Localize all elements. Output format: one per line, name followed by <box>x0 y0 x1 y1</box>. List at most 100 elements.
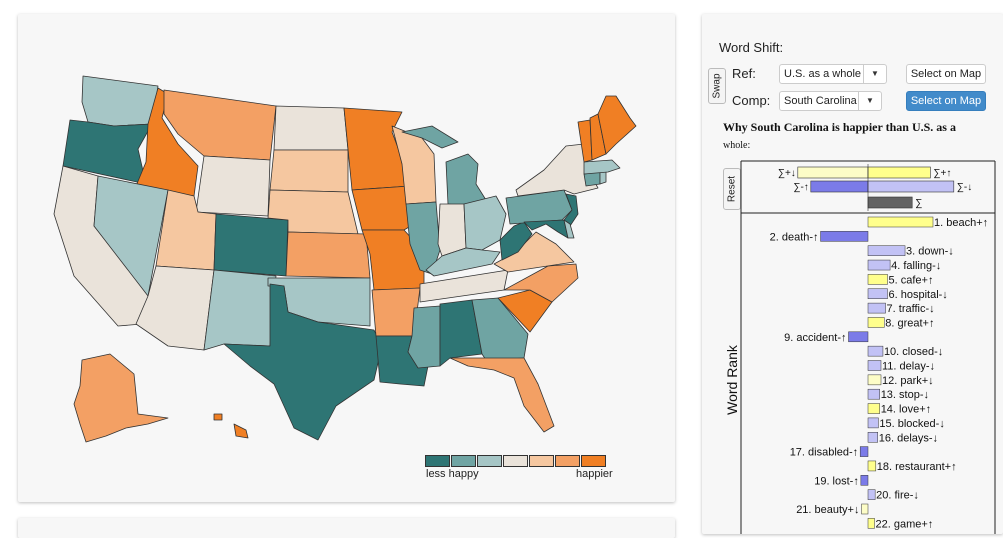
word-bar <box>867 417 879 429</box>
legend-swatch <box>477 455 502 467</box>
state-alaska[interactable] <box>73 353 169 443</box>
state-delaware[interactable] <box>563 219 575 239</box>
ref-label: Ref: <box>732 66 756 81</box>
word-label: 1. beach+↑ <box>934 217 988 229</box>
wordshift-heading: Word Shift: <box>719 40 784 55</box>
word-bar <box>848 331 869 343</box>
word-bars: 1. beach+↑ 2. death-↑ 3. down-↓ 4. falling-… <box>770 216 988 530</box>
comp-select-on-map-button[interactable]: Select on Map <box>906 91 986 111</box>
state-kansas[interactable] <box>285 231 371 279</box>
us-choropleth-map <box>53 75 637 443</box>
word-label: 15. blocked-↓ <box>879 418 944 430</box>
state-ohio[interactable] <box>463 195 507 251</box>
legend-swatch <box>529 455 554 467</box>
word-bar <box>867 518 875 529</box>
state-north-dakota[interactable] <box>273 105 349 151</box>
wordshift-title-cont: whole: <box>723 140 751 151</box>
word-label: 6. hospital-↓ <box>889 289 948 301</box>
word-label: 10. closed-↓ <box>884 346 943 358</box>
state-rhode-island[interactable] <box>599 171 607 185</box>
wordshift-title: Why South Carolina is happier than U.S. … <box>723 120 956 134</box>
word-label: 2. death-↑ <box>770 231 819 243</box>
state-colorado[interactable] <box>213 213 289 277</box>
word-bar <box>867 432 878 443</box>
word-label: 11. delay-↓ <box>882 361 935 373</box>
word-bar <box>867 302 886 314</box>
state-hawaii-small[interactable] <box>213 413 223 421</box>
word-label: 8. great+↑ <box>885 317 934 329</box>
word-bar <box>867 259 891 271</box>
word-bar <box>867 403 880 414</box>
word-bar <box>867 245 906 256</box>
secondary-panel <box>18 518 675 538</box>
legend-swatch <box>451 455 476 467</box>
word-label: 12. park+↓ <box>882 375 934 387</box>
summary-bar-label: ∑-↓ <box>957 182 972 193</box>
word-label: 3. down-↓ <box>906 246 954 258</box>
swap-button[interactable]: Swap <box>708 68 726 104</box>
state-kentucky[interactable] <box>425 247 501 277</box>
state-pennsylvania[interactable] <box>505 189 573 225</box>
state-south-dakota[interactable] <box>269 149 349 193</box>
legend-swatch <box>425 455 450 467</box>
state-west-virginia[interactable] <box>499 221 533 261</box>
word-label: 4. falling-↓ <box>891 260 941 272</box>
legend-swatch <box>503 455 528 467</box>
word-label: 18. restaurant+↑ <box>877 461 957 473</box>
word-bar <box>867 374 882 386</box>
comp-select-value: South Carolina <box>784 95 857 107</box>
state-maine[interactable] <box>597 95 637 155</box>
summary-bar-label: ∑+↓ <box>778 168 796 179</box>
summary-bar <box>810 180 869 193</box>
state-florida[interactable] <box>449 357 555 433</box>
ref-select[interactable]: U.S. as a whole ▼ <box>779 64 887 84</box>
chevron-down-icon: ▼ <box>858 92 881 110</box>
comp-label: Comp: <box>732 93 771 108</box>
word-bar <box>867 360 882 371</box>
summary-bar <box>867 166 931 179</box>
comp-select[interactable]: South Carolina ▼ <box>779 91 882 111</box>
word-label: 13. stop-↓ <box>881 389 929 401</box>
word-label: 14. love+↑ <box>881 404 931 416</box>
wordshift-chart: Word Rank ∑+↓ ∑+↑ ∑-↑ ∑-↓ ∑ 1. beach+↑ 2. dea… <box>724 160 996 534</box>
word-bar <box>867 460 877 472</box>
word-bar <box>867 345 884 357</box>
word-bar <box>867 388 880 400</box>
legend-low-label: less happy <box>426 468 479 480</box>
summary-bar-label: ∑ <box>915 198 922 209</box>
summary-bar <box>867 196 913 209</box>
word-bar <box>861 503 869 515</box>
legend-high-label: happier <box>576 468 613 480</box>
state-new-mexico[interactable] <box>203 269 277 351</box>
word-label: 5. cafe+↑ <box>889 274 934 286</box>
state-massachusetts[interactable] <box>583 159 621 175</box>
state-washington[interactable] <box>81 75 159 127</box>
word-bar <box>867 489 876 500</box>
summary-bar <box>867 180 955 193</box>
word-label: 9. accident-↑ <box>784 332 846 344</box>
state-michigan-upper[interactable] <box>401 125 459 149</box>
state-texas[interactable] <box>223 283 383 441</box>
word-label: 16. delays-↓ <box>879 432 938 444</box>
ref-select-on-map-button[interactable]: Select on Map <box>906 64 986 84</box>
word-bar <box>867 274 888 285</box>
word-bar <box>860 475 869 486</box>
word-rank-axis-label: Word Rank <box>724 344 740 415</box>
summary-bar-label: ∑-↑ <box>793 182 808 193</box>
state-alabama[interactable] <box>439 299 483 367</box>
summary-bar-label: ∑+↑ <box>933 168 951 179</box>
word-bar <box>820 231 869 242</box>
word-bar <box>859 446 869 457</box>
chevron-down-icon: ▼ <box>863 65 886 83</box>
word-label: 21. beauty+↓ <box>796 504 859 516</box>
state-wyoming[interactable] <box>195 155 271 217</box>
word-bar <box>867 216 934 228</box>
ref-select-value: U.S. as a whole <box>784 68 862 80</box>
word-bar <box>867 288 888 299</box>
legend-swatch <box>555 455 580 467</box>
state-indiana[interactable] <box>437 203 467 257</box>
state-oregon[interactable] <box>62 119 153 185</box>
state-michigan[interactable] <box>445 153 487 207</box>
state-hawaii[interactable] <box>233 423 249 439</box>
map-panel: less happy happier <box>18 14 675 502</box>
